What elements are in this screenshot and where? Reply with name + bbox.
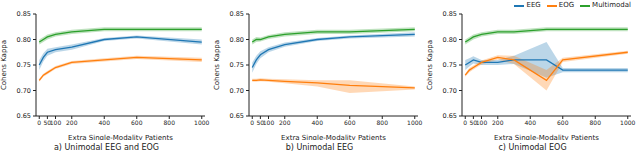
html-text:c) Unimodal EOG: c) Unimodal EOG	[498, 143, 567, 152]
html-text:b) Unimodal EEG: b) Unimodal EEG	[285, 143, 354, 152]
html-text:EEG: EEG	[526, 1, 541, 9]
svg-text:800: 800	[590, 119, 602, 126]
svg-text:800: 800	[164, 119, 176, 126]
svg-text:0.70: 0.70	[443, 87, 457, 95]
svg-text:400: 400	[525, 119, 537, 126]
svg-text:0.85: 0.85	[443, 10, 457, 18]
svg-text:1000: 1000	[407, 119, 422, 126]
svg-text:800: 800	[377, 119, 389, 126]
html-text:EOG: EOG	[558, 1, 575, 9]
svg-text:0: 0	[250, 119, 254, 126]
svg-text:0.75: 0.75	[17, 61, 31, 69]
html-text:a) Unimodal EEG and EOG: a) Unimodal EEG and EOG	[53, 143, 160, 152]
svg-text:200: 200	[66, 119, 78, 126]
svg-text:0: 0	[37, 119, 41, 126]
svg-text:0.80: 0.80	[230, 36, 244, 44]
svg-text:200: 200	[492, 119, 504, 126]
svg-text:400: 400	[312, 119, 324, 126]
svg-text:600: 600	[131, 119, 143, 126]
svg-text:0.65: 0.65	[17, 112, 31, 120]
svg-text:400: 400	[99, 119, 111, 126]
svg-text:0.65: 0.65	[230, 112, 244, 120]
svg-text:0.70: 0.70	[230, 87, 244, 95]
svg-text:0.75: 0.75	[443, 61, 457, 69]
svg-text:600: 600	[344, 119, 356, 126]
svg-text:Extra Single-Modality Patients: Extra Single-Modality Patients	[68, 134, 173, 140]
svg-text:0.80: 0.80	[443, 36, 457, 44]
svg-text:100: 100	[50, 119, 62, 126]
svg-text:0.70: 0.70	[17, 87, 31, 95]
svg-text:200: 200	[279, 119, 291, 126]
svg-text:Cohens Kappa: Cohens Kappa	[426, 40, 434, 90]
svg-text:Extra Single-Modality Patients: Extra Single-Modality Patients	[281, 134, 386, 140]
svg-text:1000: 1000	[620, 119, 632, 126]
html-text:Multimodal: Multimodal	[592, 1, 631, 9]
svg-text:100: 100	[476, 119, 488, 126]
svg-text:1000: 1000	[194, 119, 209, 126]
svg-text:Extra Single-Modality Patients: Extra Single-Modality Patients	[494, 134, 599, 140]
svg-text:0.75: 0.75	[230, 61, 244, 69]
svg-text:Cohens Kappa: Cohens Kappa	[8, 40, 9, 90]
svg-text:0.85: 0.85	[230, 10, 244, 18]
svg-text:0: 0	[463, 119, 467, 126]
svg-text:0.65: 0.65	[443, 112, 457, 120]
svg-text:50: 50	[43, 119, 52, 127]
svg-text:Cohens Kappa: Cohens Kappa	[213, 40, 221, 90]
svg-text:50: 50	[256, 119, 265, 127]
svg-text:50: 50	[469, 119, 478, 127]
svg-text:600: 600	[557, 119, 569, 126]
svg-text:0.85: 0.85	[17, 10, 31, 18]
svg-text:0.80: 0.80	[17, 36, 31, 44]
svg-text:100: 100	[263, 119, 275, 126]
